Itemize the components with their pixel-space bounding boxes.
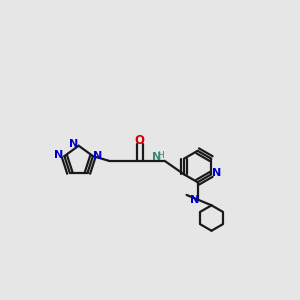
Text: H: H — [157, 151, 164, 160]
Text: O: O — [135, 134, 145, 147]
Text: N: N — [93, 151, 103, 160]
Text: N: N — [68, 139, 78, 149]
Text: N: N — [54, 150, 64, 160]
Text: N: N — [190, 195, 199, 205]
Text: N: N — [152, 152, 162, 162]
Text: N: N — [212, 168, 221, 178]
